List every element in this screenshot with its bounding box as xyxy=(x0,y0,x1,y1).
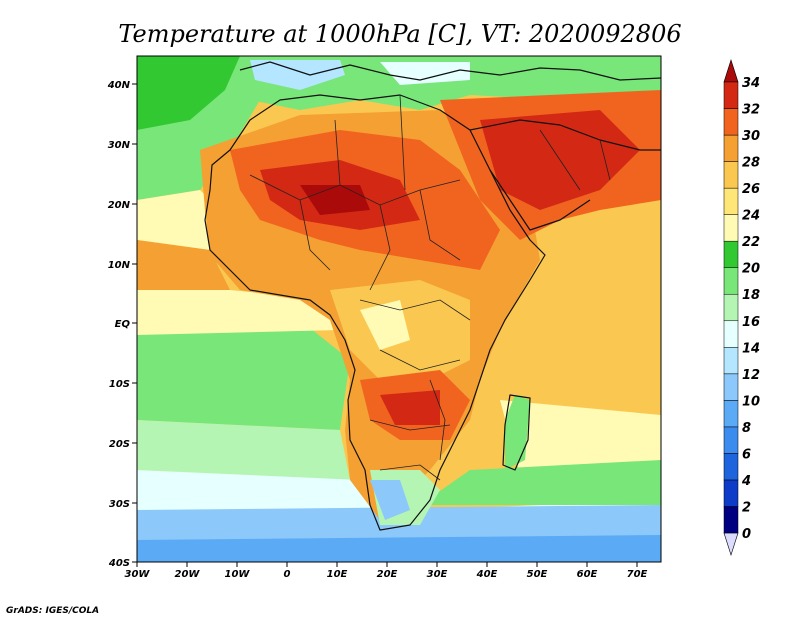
y-tick-label: 20N xyxy=(108,200,131,211)
colorbar-cell xyxy=(723,134,739,162)
x-tick-label: 30E xyxy=(427,569,448,580)
colorbar-level-label: 34 xyxy=(742,76,760,91)
colorbar-level-label: 8 xyxy=(742,421,751,436)
x-tick-label: 30W xyxy=(125,569,151,580)
colorbar-cell xyxy=(723,320,739,348)
x-axis: 30W 20W 10W 0 10E 20E 30E 40E 50E 60E 70… xyxy=(125,562,648,580)
colorbar-level-label: 28 xyxy=(742,156,760,171)
colorbar-cell xyxy=(723,479,739,507)
colorbar-level-label: 16 xyxy=(742,315,760,330)
y-tick-label: 30S xyxy=(109,499,130,510)
country-borders xyxy=(249,94,611,481)
x-tick-label: 20W xyxy=(175,569,201,580)
coastlines xyxy=(204,61,661,531)
colorbar-level-label: 20 xyxy=(742,262,760,277)
colorbar-level-label: 0 xyxy=(742,527,751,542)
y-tick-label: 10N xyxy=(108,260,131,271)
map-frame xyxy=(136,55,662,563)
colorbar-level-label: 4 xyxy=(741,474,751,489)
colorbar-level-label: 24 xyxy=(742,209,760,224)
madagascar-coastline xyxy=(502,394,531,471)
y-tick-label: 20S xyxy=(109,439,130,450)
colorbar-cell xyxy=(723,108,739,136)
colorbar-level-label: 32 xyxy=(742,103,760,118)
colorbar-cell xyxy=(723,373,739,401)
colorbar-bottom-arrow xyxy=(723,532,739,556)
colorbar-cell xyxy=(723,400,739,428)
arabia-coastline xyxy=(469,119,661,151)
colorbar-level-label: 18 xyxy=(742,288,760,303)
colorbar-cell xyxy=(723,161,739,189)
colorbar-level-label: 14 xyxy=(742,341,760,356)
mediterranean-coastline xyxy=(239,61,661,81)
x-tick-label: 10E xyxy=(327,569,348,580)
south-atlantic-green xyxy=(137,320,350,430)
colorbar-cell xyxy=(723,506,739,534)
colorbar-level-label: 30 xyxy=(742,129,760,144)
x-tick-label: 60E xyxy=(577,569,598,580)
colorbar-level-label: 26 xyxy=(742,182,760,197)
colorbar-cell xyxy=(723,240,739,268)
x-tick-label: 10W xyxy=(225,569,251,580)
colorbar-cells xyxy=(723,59,739,556)
x-tick-label: 0 xyxy=(284,569,291,580)
x-tick-label: 50E xyxy=(527,569,548,580)
y-tick-label: EQ xyxy=(115,319,131,330)
x-tick-label: 70E xyxy=(627,569,648,580)
colorbar-cell xyxy=(723,81,739,109)
y-tick-label: 40N xyxy=(107,80,131,91)
colorbar-cell xyxy=(723,426,739,454)
colorbar-level-label: 6 xyxy=(742,447,751,462)
colorbar-level-label: 2 xyxy=(742,500,751,515)
colorbar-cell xyxy=(723,267,739,295)
map-title: Temperature at 1000hPa [C], VT: 20200928… xyxy=(118,20,681,48)
y-axis: 40N 30N 20N 10N EQ 10S 20S 30S 40S xyxy=(107,80,137,569)
y-tick-label: 40S xyxy=(108,558,130,569)
africa-coastline xyxy=(204,94,546,531)
y-tick-label: 10S xyxy=(109,379,130,390)
colorbar-cell xyxy=(723,347,739,375)
colorbar-cell xyxy=(723,187,739,215)
colorbar-top-arrow xyxy=(723,59,739,83)
x-tick-label: 40E xyxy=(476,569,498,580)
y-tick-label: 30N xyxy=(108,140,131,151)
colorbar-level-label: 10 xyxy=(742,394,760,409)
colorbar-level-label: 22 xyxy=(742,235,760,250)
temperature-field xyxy=(137,56,661,562)
colorbar-cell xyxy=(723,453,739,481)
colorbar-cell xyxy=(723,214,739,242)
colorbar-cell xyxy=(723,293,739,322)
grads-credit: GrADS: IGES/COLA xyxy=(6,606,99,616)
colorbar-level-label: 12 xyxy=(742,368,760,383)
x-tick-label: 20E xyxy=(377,569,398,580)
